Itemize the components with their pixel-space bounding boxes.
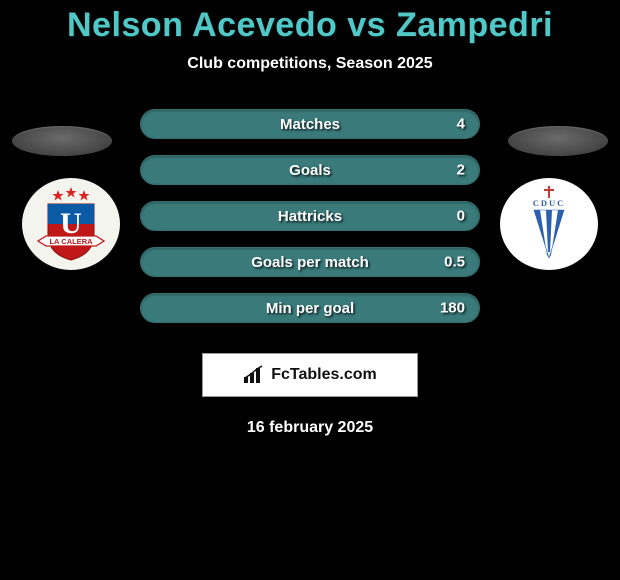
brand-box[interactable]: FcTables.com <box>202 353 418 397</box>
stat-right-value: 0 <box>457 208 465 225</box>
stat-label: Hattricks <box>278 208 342 225</box>
stat-label: Min per goal <box>266 300 354 317</box>
stat-label: Goals per match <box>251 254 369 271</box>
stat-right-value: 4 <box>457 116 465 133</box>
stat-row-min-per-goal: Min per goal 180 <box>140 293 480 323</box>
stat-label: Goals <box>289 162 331 179</box>
stat-row-hattricks: Hattricks 0 <box>140 201 480 231</box>
page-subtitle: Club competitions, Season 2025 <box>0 55 620 73</box>
stat-row-goals: Goals 2 <box>140 155 480 185</box>
comparison-card: Nelson Acevedo vs Zampedri Club competit… <box>0 0 620 580</box>
stat-label: Matches <box>280 116 340 133</box>
player-left-slot <box>12 126 112 156</box>
stat-row-goals-per-match: Goals per match 0.5 <box>140 247 480 277</box>
bars-icon <box>243 365 265 385</box>
crest-left-banner-text: LA CALERA <box>49 237 93 246</box>
svg-text:U: U <box>60 207 82 240</box>
brand-label: FcTables.com <box>271 366 377 384</box>
stat-right-value: 180 <box>440 300 465 317</box>
date-text: 16 february 2025 <box>0 419 620 437</box>
stat-right-value: 2 <box>457 162 465 179</box>
club-crest-right: CDUC <box>500 178 598 270</box>
club-crest-right-svg: CDUC <box>514 184 584 264</box>
page-title: Nelson Acevedo vs Zampedri <box>0 6 620 45</box>
stat-right-value: 0.5 <box>444 254 465 271</box>
club-crest-left-svg: U LA CALERA <box>28 184 114 264</box>
player-right-slot <box>508 126 608 156</box>
stat-row-matches: Matches 4 <box>140 109 480 139</box>
club-crest-left: U LA CALERA <box>22 178 120 270</box>
crest-right-letters: CDUC <box>533 198 566 208</box>
